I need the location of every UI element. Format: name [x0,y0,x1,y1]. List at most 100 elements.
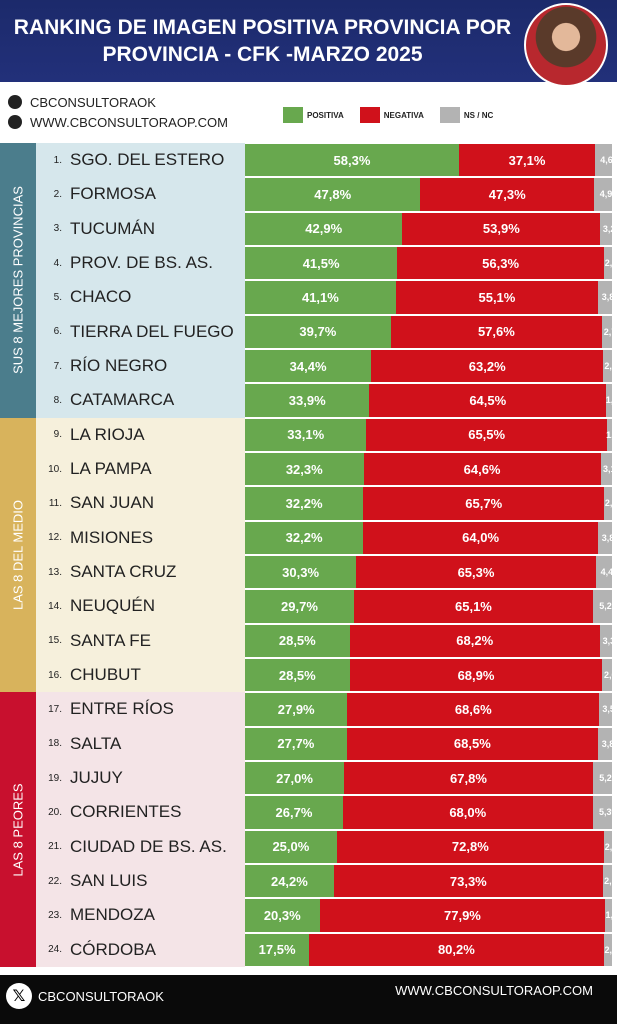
province: NEUQUÉN [70,596,156,616]
row: 3. TUCUMÁN 42,9% 53,9% 3,2% [36,211,617,246]
group-label: SUS 8 MEJORES PROVINCIAS [0,143,36,418]
bar-segment: 3,8% [598,727,617,760]
bar-segment: 5,2% [592,590,617,623]
bar-segment: 29,7% [245,590,354,623]
bar-segment: 4,4% [595,556,617,589]
province: SAN JUAN [70,493,155,513]
bar-segment: 65,7% [363,487,605,520]
row: 12. MISIONES 32,2% 64,0% 3,8% [36,520,617,555]
value-label: 5,3% [599,807,617,818]
row-label: 2. FORMOSA [36,177,245,212]
rank: 15. [48,635,62,647]
rank: 14. [48,600,62,612]
chart: SUS 8 MEJORES PROVINCIAS LAS 8 DEL MEDIO L… [0,143,617,967]
row-label: 8. CATAMARCA [36,383,245,418]
brand-line: CBCONSULTORAOK [8,92,228,112]
group-label-text: SUS 8 MEJORES PROVINCIAS [10,186,26,375]
row: 11. SAN JUAN 32,2% 65,7% 2,1% [36,486,617,521]
x-logo: 𝕏 [6,983,32,1009]
province: CÓRDOBA [70,939,156,959]
footer-right: WWW.CBCONSULTORAOP.COM [395,983,593,998]
bar-segment: 20,3% [245,899,320,932]
value-label: 68,0% [449,804,487,820]
x-icon [8,95,22,109]
value-label: 64,6% [463,461,501,477]
value-label: 68,9% [457,667,495,683]
value-label: 64,5% [469,392,507,408]
row: 17. ENTRE RÍOS 27,9% 68,6% 3,5% [36,692,617,727]
row-label: 17. ENTRE RÍOS [36,692,245,727]
value-label: 47,8% [314,186,352,202]
province: RÍO NEGRO [70,356,168,376]
rank: 5. [53,291,62,303]
value-label: 2,7% [603,326,617,337]
bar-segment: 65,3% [356,556,596,589]
bar-segment: 80,2% [309,933,604,966]
value-label: 2,2% [604,258,617,269]
value-label: 25,0% [272,839,310,855]
row: 14. NEUQUÉN 29,7% 65,1% 5,2% [36,589,617,624]
row-label: 3. TUCUMÁN [36,211,245,246]
rank: 13. [48,566,62,578]
row-label: 24. CÓRDOBA [36,932,245,967]
rank: 11. [48,497,62,509]
rank: 9. [53,429,62,441]
value-label: 29,7% [281,598,318,614]
group-label-text: LAS 8 DEL MEDIO [10,499,26,611]
value-label: 5,2% [599,773,617,784]
row: 24. CÓRDOBA 17,5% 80,2% 2,3% [36,932,617,967]
bar-segment: 33,1% [245,418,367,451]
province: LA RIOJA [70,424,145,444]
brand: CBCONSULTORAOK WWW.CBCONSULTORAOP.COM [8,92,228,132]
bar-segment: 65,5% [366,418,607,451]
bar-segment: 55,1% [395,281,599,314]
bar-segment: 2,2% [603,247,617,280]
rank: 7. [53,360,62,372]
value-label: 32,2% [285,530,323,546]
value-label: 2,1% [604,498,617,509]
bar-segment: 30,3% [245,556,357,589]
province: FORMOSA [70,184,156,204]
value-label: 30,3% [282,564,320,580]
value-label: 28,5% [278,633,316,649]
bar-segment: 65,1% [353,590,593,623]
bar-segment: 63,2% [371,350,604,383]
value-label: 37,1% [508,152,546,168]
value-label: 2,2% [604,841,617,852]
footer-website[interactable]: WWW.CBCONSULTORAOP.COM [395,983,593,998]
province: CIUDAD DE BS. AS. [70,836,227,856]
value-label: 27,7% [277,736,315,752]
bar-segment: 37,1% [458,144,596,177]
legend-label: POSITIVA [307,110,344,120]
bar-segment: 41,5% [245,247,398,280]
group-label-text: LAS 8 PEORES [10,783,26,877]
province: ENTRE RÍOS [70,699,174,719]
value-label: 68,2% [456,633,494,649]
province: MISIONES [70,527,154,547]
rank: 3. [53,223,62,235]
web-icon [8,115,22,129]
bar-segment: 27,0% [245,762,345,795]
rank: 6. [53,326,62,338]
bar-segment: 4,9% [594,178,617,211]
row-label: 6. TIERRA DEL FUEGO [36,314,245,349]
value-label: 20,3% [263,907,301,923]
value-label: 3,8% [601,738,617,749]
rank: 16. [48,669,62,681]
row: 9. LA RIOJA 33,1% 65,5% 1,4% [36,417,617,452]
row: 20. CORRIENTES 26,7% 68,0% 5,3% [36,795,617,830]
value-label: 57,6% [477,324,515,340]
value-label: 27,9% [277,701,315,717]
row-label: 14. NEUQUÉN [36,589,245,624]
bar-segment: 1,6% [606,384,617,417]
value-label: 1,4% [606,429,617,440]
bar-segment: 3,3% [599,624,617,657]
value-label: 77,9% [444,907,481,923]
bar-segment: 2,3% [603,933,617,966]
bar-segment: 27,7% [245,727,347,760]
rank: 4. [53,257,62,269]
rank: 2. [53,188,62,200]
row: 7. RÍO NEGRO 34,4% 63,2% 2,4% [36,349,617,384]
bar-segment: 68,2% [349,624,600,657]
